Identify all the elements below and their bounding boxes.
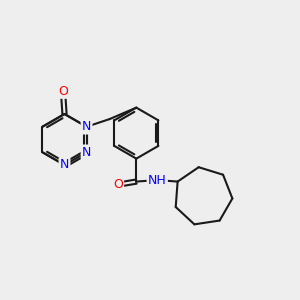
Text: O: O bbox=[58, 85, 68, 98]
Text: N: N bbox=[82, 120, 91, 133]
Text: O: O bbox=[113, 178, 123, 191]
Text: N: N bbox=[82, 146, 91, 159]
Text: NH: NH bbox=[148, 174, 167, 187]
Text: N: N bbox=[60, 158, 69, 172]
